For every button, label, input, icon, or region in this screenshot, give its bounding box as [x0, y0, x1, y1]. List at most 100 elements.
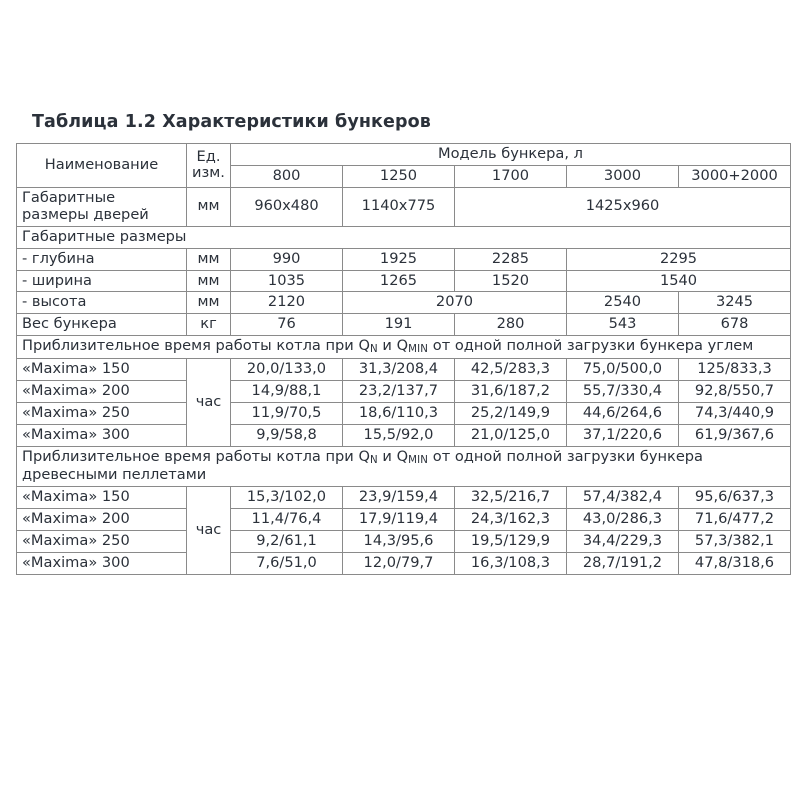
cell-pellets-300-1250: 12,0/79,7 [342, 551, 455, 575]
table-row-weight: Вес бункера кг 76 191 280 543 678 [16, 313, 792, 337]
cell-door-dimensions-800: 960x480 [230, 186, 343, 227]
cell-depth-1700: 2285 [454, 247, 567, 271]
cell-pellets-250-3000-2000: 57,3/382,1 [677, 529, 792, 553]
cell-coal-250-800: 11,9/70,5 [230, 402, 343, 426]
cell-weight-800: 76 [230, 313, 343, 337]
header-unit-line2: изм. [192, 164, 225, 182]
bunker-specifications-table-wrapper: Наименование Ед. изм. Модель бункера, л … [15, 143, 792, 575]
table-row-pellets-maxima-250: «Maxima» 250 9,2/61,1 14,3/95,6 19,5/129… [16, 529, 792, 553]
cell-pellets-300-3000-2000: 47,8/318,6 [677, 551, 792, 575]
table-row-coal-maxima-150: «Maxima» 150 час 20,0/133,0 31,3/208,4 4… [16, 358, 792, 448]
cell-coal-250-3000: 44,6/264,6 [566, 402, 679, 426]
row-label-width: - ширина [16, 269, 187, 293]
cell-pellets-200-3000: 43,0/286,3 [566, 507, 679, 531]
header-cell-model-800: 800 [230, 164, 343, 188]
section-pellets-text-1: Приблизительное время работы котла при [22, 448, 359, 466]
cell-width-1700: 1520 [454, 269, 567, 293]
row-label-coal-maxima-150: «Maxima» 150 [16, 358, 187, 382]
table-row-pellets-maxima-200: «Maxima» 200 11,4/76,4 17,9/119,4 24,3/1… [16, 507, 792, 531]
cell-weight-1250: 191 [342, 313, 455, 337]
row-label-weight: Вес бункера [16, 313, 187, 337]
cell-coal-200-1250: 23,2/137,7 [342, 380, 455, 404]
cell-coal-200-3000: 55,7/330,4 [566, 380, 679, 404]
cell-door-dimensions-rest: 1425x960 [453, 186, 792, 227]
cell-width-1250: 1265 [342, 269, 455, 293]
cell-pellets-150-3000: 57,4/382,4 [566, 486, 679, 509]
section-pellets-text-3: от одной полной загрузки бункера древесн… [22, 448, 703, 484]
table-row-width: - ширина мм 1035 1265 1520 1540 [16, 269, 792, 293]
cell-depth-1250: 1925 [342, 247, 455, 271]
cell-coal-150-1250: 31,3/208,4 [342, 358, 455, 382]
section-coal-text-3: от одной полной загрузки бункера углем [428, 337, 754, 355]
row-unit-width: мм [186, 269, 231, 293]
row-label-pellets-maxima-150: «Maxima» 150 [16, 486, 187, 509]
row-label-height: - высота [16, 291, 187, 315]
row-label-coal-maxima-250: «Maxima» 250 [16, 402, 187, 426]
section-pellets-q1: Q [358, 448, 370, 466]
row-label-depth: - глубина [16, 247, 187, 271]
section-coal-text-1: Приблизительное время работы котла при [22, 337, 359, 355]
cell-pellets-300-800: 7,6/51,0 [230, 551, 343, 575]
table-row-depth: - глубина мм 990 1925 2285 2295 [16, 247, 792, 271]
cell-depth-rest: 2295 [565, 247, 792, 271]
cell-coal-300-1700: 21,0/125,0 [454, 424, 567, 448]
header-cell-model-1250: 1250 [342, 164, 455, 188]
section-coal-q1-sub: N [369, 344, 378, 356]
header-cell-model-group: Модель бункера, л [229, 143, 792, 166]
cell-door-dimensions-1250: 1140x775 [342, 186, 455, 227]
row-unit-weight: кг [186, 313, 231, 337]
cell-pellets-200-800: 11,4/76,4 [230, 507, 343, 531]
section-label-coal: Приблизительное время работы котла при Q… [15, 335, 792, 360]
cell-height-3000: 2540 [566, 291, 679, 315]
row-label-door-dimensions: Габаритные размеры дверей [16, 186, 187, 227]
section-label-overall-dimensions: Габаритные размеры [15, 225, 792, 249]
cell-pellets-250-800: 9,2/61,1 [230, 529, 343, 553]
cell-pellets-250-3000: 34,4/229,3 [566, 529, 679, 553]
row-label-pellets-maxima-200: «Maxima» 200 [16, 507, 187, 531]
table-row-section-pellets: Приблизительное время работы котла при Q… [15, 446, 792, 488]
cell-coal-250-1250: 18,6/110,3 [342, 402, 455, 426]
section-coal-q1: Q [358, 337, 370, 355]
cell-coal-300-1250: 15,5/92,0 [342, 424, 455, 448]
cell-weight-3000: 543 [566, 313, 679, 337]
table-row-coal-maxima-300: «Maxima» 300 9,9/58,8 15,5/92,0 21,0/125… [16, 424, 792, 448]
header-cell-model-1700: 1700 [454, 164, 567, 188]
table-header-row-1: Наименование Ед. изм. Модель бункера, л [16, 143, 792, 188]
section-pellets-text-2: и [377, 448, 397, 466]
cell-pellets-150-1700: 32,5/216,7 [454, 486, 567, 509]
table-row-coal-maxima-200: «Maxima» 200 14,9/88,1 23,2/137,7 31,6/1… [16, 380, 792, 404]
cell-coal-300-800: 9,9/58,8 [230, 424, 343, 448]
header-cell-unit: Ед. изм. [186, 143, 231, 188]
cell-pellets-200-1700: 24,3/162,3 [454, 507, 567, 531]
table-row-pellets-maxima-150: «Maxima» 150 час 15,3/102,0 23,9/159,4 3… [16, 486, 792, 575]
cell-pellets-250-1700: 19,5/129,9 [454, 529, 567, 553]
section-coal-q2-sub: MIN [408, 344, 429, 356]
section-pellets-q1-sub: N [369, 455, 378, 467]
cell-weight-1700: 280 [454, 313, 567, 337]
cell-pellets-200-1250: 17,9/119,4 [342, 507, 455, 531]
row-label-pellets-maxima-300: «Maxima» 300 [16, 551, 187, 575]
cell-coal-150-3000-2000: 125/833,3 [677, 358, 792, 382]
cell-depth-800: 990 [230, 247, 343, 271]
cell-coal-250-1700: 25,2/149,9 [454, 402, 567, 426]
row-unit-height: мм [186, 291, 231, 315]
cell-coal-150-1700: 42,5/283,3 [454, 358, 567, 382]
row-label-coal-maxima-300: «Maxima» 300 [16, 424, 187, 448]
row-unit-depth: мм [186, 247, 231, 271]
cell-coal-150-3000: 75,0/500,0 [566, 358, 679, 382]
cell-pellets-150-1250: 23,9/159,4 [342, 486, 455, 509]
bunker-specifications-table: Наименование Ед. изм. Модель бункера, л … [15, 143, 792, 575]
cell-weight-3000-2000: 678 [677, 313, 792, 337]
cell-width-800: 1035 [230, 269, 343, 293]
header-cell-model-3000: 3000 [566, 164, 679, 188]
cell-coal-300-3000-2000: 61,9/367,6 [677, 424, 792, 448]
row-unit-coal-hour: час [186, 358, 231, 448]
table-row-coal-maxima-250: «Maxima» 250 11,9/70,5 18,6/110,3 25,2/1… [16, 402, 792, 426]
row-label-coal-maxima-200: «Maxima» 200 [16, 380, 187, 404]
row-label-pellets-maxima-250: «Maxima» 250 [16, 529, 187, 553]
cell-coal-200-1700: 31,6/187,2 [454, 380, 567, 404]
cell-pellets-150-800: 15,3/102,0 [230, 486, 343, 509]
cell-pellets-300-1700: 16,3/108,3 [454, 551, 567, 575]
cell-pellets-250-1250: 14,3/95,6 [342, 529, 455, 553]
